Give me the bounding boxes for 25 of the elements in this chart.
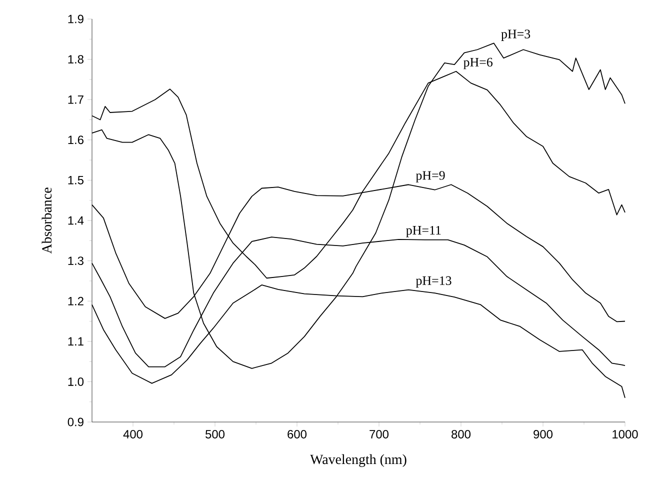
y-tick-label: 0.9 — [68, 418, 84, 426]
y-tick-label: 1.7 — [68, 95, 84, 104]
x-tick-label: 800 — [452, 430, 471, 438]
y-tick-label: 1.5 — [68, 176, 84, 184]
y-tick-label: 1.6 — [68, 136, 84, 144]
y-tick-label: 1.1 — [68, 337, 84, 346]
y-tick-label: 1.2 — [68, 296, 84, 306]
series-label: pH=9 — [416, 171, 445, 182]
x-tick-label: 500 — [206, 430, 225, 438]
y-axis-title: Absorbance — [42, 188, 52, 254]
y-tick-label: 1.4 — [68, 216, 84, 225]
x-tick-label: 1000 — [612, 430, 638, 438]
y-tick-label: 1.3 — [68, 256, 84, 266]
y-tick-label: 1.0 — [68, 377, 84, 386]
series-label: pH=6 — [463, 58, 493, 70]
series-label: pH=13 — [416, 276, 452, 288]
y-tick-label: 1.8 — [68, 55, 84, 64]
x-axis-title: Wavelength (nm) — [310, 454, 406, 467]
x-tick-label: 900 — [534, 430, 553, 438]
x-tick-label: 600 — [288, 430, 307, 438]
series-label: pH=3 — [501, 30, 530, 41]
x-tick-label: 700 — [370, 430, 389, 438]
x-tick-label: 400 — [123, 430, 143, 438]
y-tick-label: 1.9 — [68, 14, 84, 24]
series-label: pH=11 — [406, 226, 441, 238]
